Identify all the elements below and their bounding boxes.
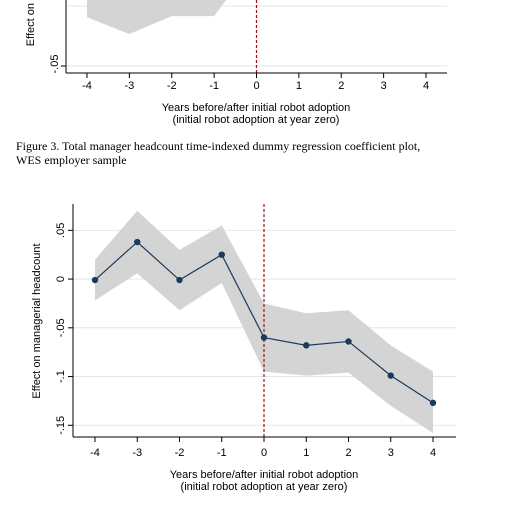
x-tick-label: -4 [82,80,92,92]
x-tick-label: -2 [175,447,185,459]
x-tick-label: -2 [167,80,177,92]
x-tick-label: 4 [430,447,436,459]
x-axis-sublabel: (initial robot adoption at year zero) [181,481,348,493]
x-tick-label: 1 [303,447,309,459]
data-point [303,342,310,349]
data-point [91,276,99,284]
x-axis-label: Years before/after initial robot adoptio… [170,469,359,481]
x-tick-label: -3 [124,80,134,92]
x-tick-label: 2 [338,80,344,92]
data-point [260,334,268,341]
x-tick-label: 2 [345,447,351,459]
x-tick-label: 0 [253,80,259,92]
caption-line-1: Figure 3. Total manager headcount time-i… [16,139,421,153]
y-tick-label: 0 [55,276,67,282]
x-tick-label: 4 [423,80,429,92]
x-tick-label: 3 [381,80,387,92]
top-chart: -.05 -4 -3 -2 -1 0 1 2 3 4 Effect on Years before… [25,0,447,126]
x-tick-label: -4 [90,447,100,459]
data-point [134,238,141,246]
data-point [387,372,394,379]
x-tick-label: -1 [217,447,227,459]
y-axis-label: Effect on managerial headcount [31,243,43,398]
y-tick-label: -.15 [55,416,67,435]
y-tick-label: -.1 [55,370,67,383]
x-tick-label: -3 [132,447,142,459]
x-tick-label: 0 [261,447,267,459]
top-x-axis-label: Years before/after initial robot adoptio… [162,102,351,114]
top-confidence-band [87,0,227,34]
x-tick-label: 3 [388,447,394,459]
data-point [218,251,225,258]
data-point [345,338,352,345]
y-tick-label: -.05 [49,55,61,74]
data-point [429,399,437,407]
data-point [176,276,183,284]
y-tick-label: .05 [55,223,67,238]
bottom-chart: -.15 -.1 -.05 0 .05 -4 -3 -2 -1 0 1 2 3 4 Effect on m… [31,204,456,493]
x-tick-label: -1 [209,80,219,92]
top-y-axis-label: Effect on [25,3,37,46]
y-tick-label: -.05 [55,318,67,337]
caption-line-2: WES employer sample [16,153,127,167]
figure-caption: Figure 3. Total manager headcount time-i… [16,139,486,167]
x-tick-label: 1 [296,80,302,92]
top-x-axis-sublabel: (initial robot adoption at year zero) [173,114,340,126]
